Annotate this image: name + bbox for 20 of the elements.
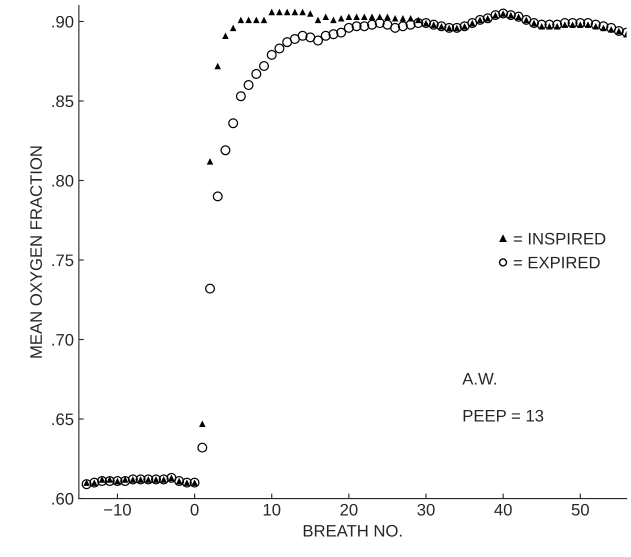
- legend-label: = INSPIRED: [514, 232, 606, 245]
- y-tick-label: .70: [52, 334, 74, 346]
- x-tick-label: 20: [340, 504, 358, 516]
- y-axis-title: MEAN OXYGEN FRACTION: [30, 146, 42, 358]
- y-tick-label: .75: [52, 254, 74, 266]
- x-tick-label: 50: [572, 504, 589, 516]
- y-tick-label: .65: [52, 413, 74, 426]
- x-tick-label: 10: [264, 504, 280, 516]
- y-tick-label: .60: [52, 492, 74, 505]
- x-tick-label: 0: [190, 504, 199, 516]
- x-tick-label: 30: [417, 504, 435, 516]
- y-tick-label: .90: [52, 16, 74, 28]
- legend-label: = EXPIRED: [514, 256, 600, 268]
- y-tick-label: .80: [52, 174, 74, 187]
- x-tick-label: 40: [494, 504, 512, 516]
- annotation: PEEP = 13: [464, 410, 544, 422]
- y-tick-label: .85: [52, 95, 74, 108]
- x-axis-title: BREATH NO.: [304, 524, 402, 537]
- x-tick-label: −10: [104, 504, 131, 516]
- annotation: A.W.: [462, 373, 496, 385]
